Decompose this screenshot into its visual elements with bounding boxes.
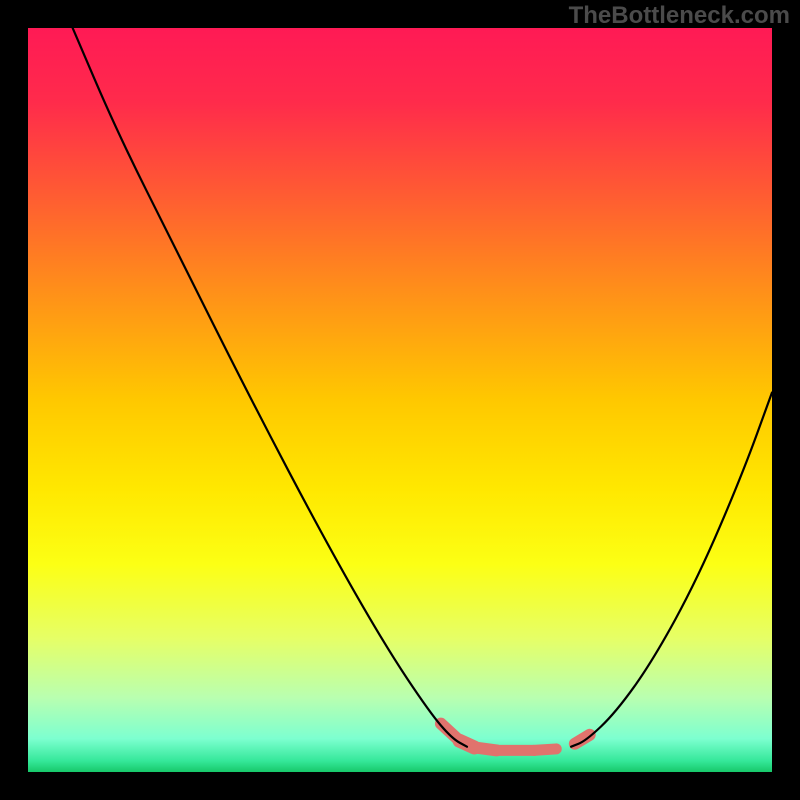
curve-right (571, 393, 772, 747)
plot-area (28, 28, 772, 772)
curve-left (73, 28, 467, 747)
chart-stage: TheBottleneck.com (0, 0, 800, 800)
watermark-text: TheBottleneck.com (569, 2, 790, 30)
curve-layer (28, 28, 772, 772)
marker-band (441, 724, 590, 751)
